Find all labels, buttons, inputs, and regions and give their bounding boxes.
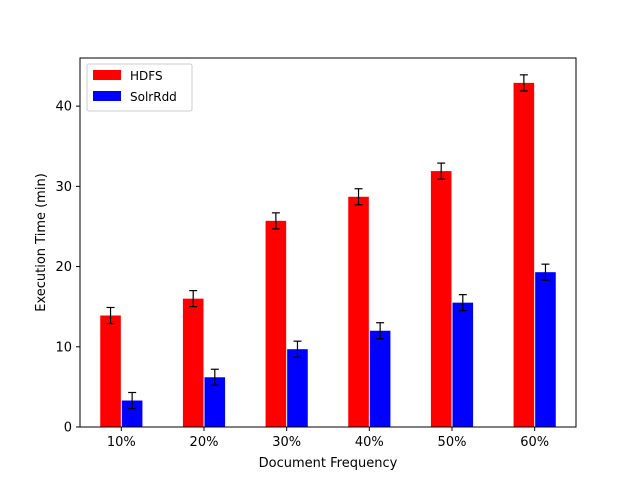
x-tick-label: 30%	[272, 435, 301, 450]
bar-hdfs	[182, 298, 204, 427]
x-tick-label: 20%	[190, 435, 219, 450]
y-tick-label: 10	[55, 340, 72, 355]
bar-hdfs	[513, 82, 535, 427]
x-axis: 10% 20% 30% 40% 50% 60%	[107, 427, 549, 450]
bar-hdfs	[348, 196, 369, 427]
x-tick-label: 50%	[438, 435, 467, 450]
bar-solrrdd	[121, 400, 143, 427]
bar-solrrdd	[535, 272, 556, 427]
bar-hdfs	[430, 171, 452, 427]
plot-frame	[79, 57, 577, 428]
error-bars-layer	[106, 74, 550, 410]
x-tick-label: 40%	[355, 435, 384, 450]
y-tick-label: 20	[55, 260, 72, 275]
bar-solrrdd	[287, 349, 308, 427]
bar-solrrdd	[204, 377, 226, 427]
x-tick-label: 10%	[107, 435, 136, 450]
y-axis: 0 10 20 30 40	[55, 100, 80, 436]
y-tick-label: 30	[55, 180, 72, 195]
bars-layer	[100, 82, 556, 427]
legend-label-solrrdd: SolrRdd	[130, 90, 177, 104]
legend-label-hdfs: HDFS	[130, 69, 163, 83]
bar-hdfs	[100, 315, 121, 427]
legend-swatch-solrrdd	[93, 91, 121, 101]
bar-solrrdd	[452, 302, 474, 427]
x-tick-label: 60%	[520, 435, 549, 450]
y-tick-label: 40	[55, 100, 72, 115]
bar-solrrdd	[369, 330, 391, 427]
legend: HDFS SolrRdd	[86, 63, 193, 112]
y-tick-label: 0	[64, 421, 72, 436]
y-axis-label: Execution Time (min)	[34, 173, 49, 312]
legend-swatch-hdfs	[93, 70, 121, 80]
x-axis-label: Document Frequency	[259, 456, 398, 471]
bar-hdfs	[265, 220, 287, 427]
